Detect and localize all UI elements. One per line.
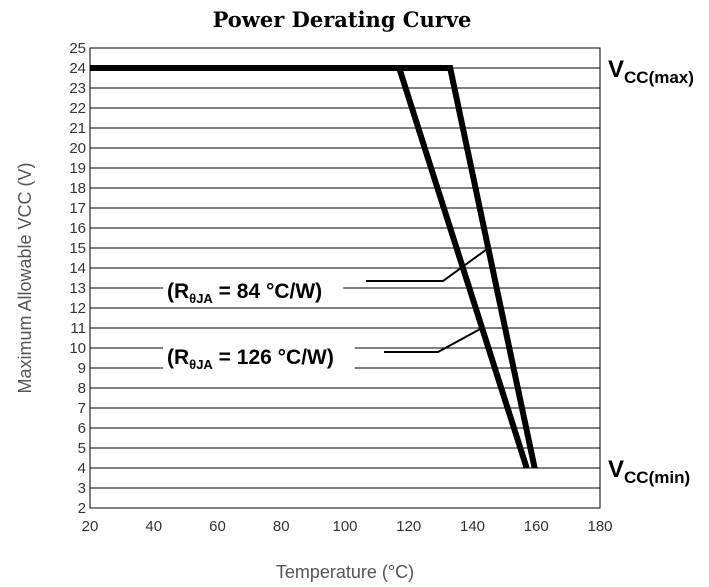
reference-label: VCC(max)	[608, 56, 694, 87]
x-tick-label: 120	[396, 518, 421, 535]
y-tick-label: 20	[69, 140, 86, 157]
annotation-leader	[366, 247, 490, 282]
plot-area-border	[89, 47, 601, 509]
x-axis-label: Temperature (°C)	[276, 562, 414, 582]
y-tick-label: 13	[69, 280, 86, 297]
annotation-leader	[384, 327, 483, 353]
y-tick-label: 16	[69, 220, 86, 237]
y-tick-label: 8	[78, 380, 86, 397]
y-tick-label: 11	[70, 320, 86, 337]
y-tick-label: 6	[78, 420, 86, 437]
annotation-label: (RθJA = 126 °C/W)	[167, 346, 334, 372]
annotation-background	[163, 344, 355, 372]
y-tick-label: 22	[69, 100, 86, 117]
y-tick-label: 18	[69, 180, 86, 197]
x-tick-label: 60	[209, 518, 226, 535]
y-tick-label: 15	[69, 240, 86, 257]
y-axis-label: Maximum Allowable VCC (V)	[15, 162, 35, 393]
y-tick-label: 10	[69, 340, 86, 357]
y-tick-label: 12	[69, 300, 86, 317]
y-tick-label: 21	[69, 120, 86, 137]
reference-labels: VCC(max) VCC(min)	[608, 56, 694, 487]
y-tick-label: 2	[78, 500, 86, 517]
x-tick-labels: 20 40 60 80 100 120 140 160 180	[82, 518, 613, 535]
annotation-background	[163, 278, 344, 306]
y-tick-label: 4	[78, 460, 86, 477]
x-tick-label: 100	[332, 518, 357, 535]
x-tick-label: 20	[82, 518, 99, 535]
series-lines	[90, 65, 538, 469]
y-tick-label: 3	[78, 480, 86, 497]
x-tick-label: 80	[273, 518, 290, 535]
annotation-label: (RθJA = 84 °C/W)	[167, 280, 322, 306]
annotation-leaders	[366, 247, 490, 353]
y-tick-label: 7	[78, 400, 86, 417]
x-tick-label: 140	[460, 518, 485, 535]
x-tick-label: 160	[524, 518, 549, 535]
annotation-labels: (RθJA = 84 °C/W) (RθJA = 126 °C/W)	[163, 278, 355, 372]
y-tick-label: 24	[69, 60, 86, 77]
series-line	[90, 65, 530, 469]
y-tick-label: 25	[69, 40, 86, 57]
y-tick-label: 9	[78, 360, 86, 377]
x-tick-label: 180	[587, 518, 612, 535]
y-tick-label: 19	[69, 160, 86, 177]
chart-title: Power Derating Curve	[213, 7, 472, 32]
x-tick-label: 40	[145, 518, 162, 535]
y-tick-label: 14	[69, 260, 86, 277]
reference-label: VCC(min)	[608, 456, 690, 487]
y-tick-label: 17	[69, 200, 86, 217]
y-tick-label: 5	[78, 440, 86, 457]
y-tick-label: 23	[69, 80, 86, 97]
